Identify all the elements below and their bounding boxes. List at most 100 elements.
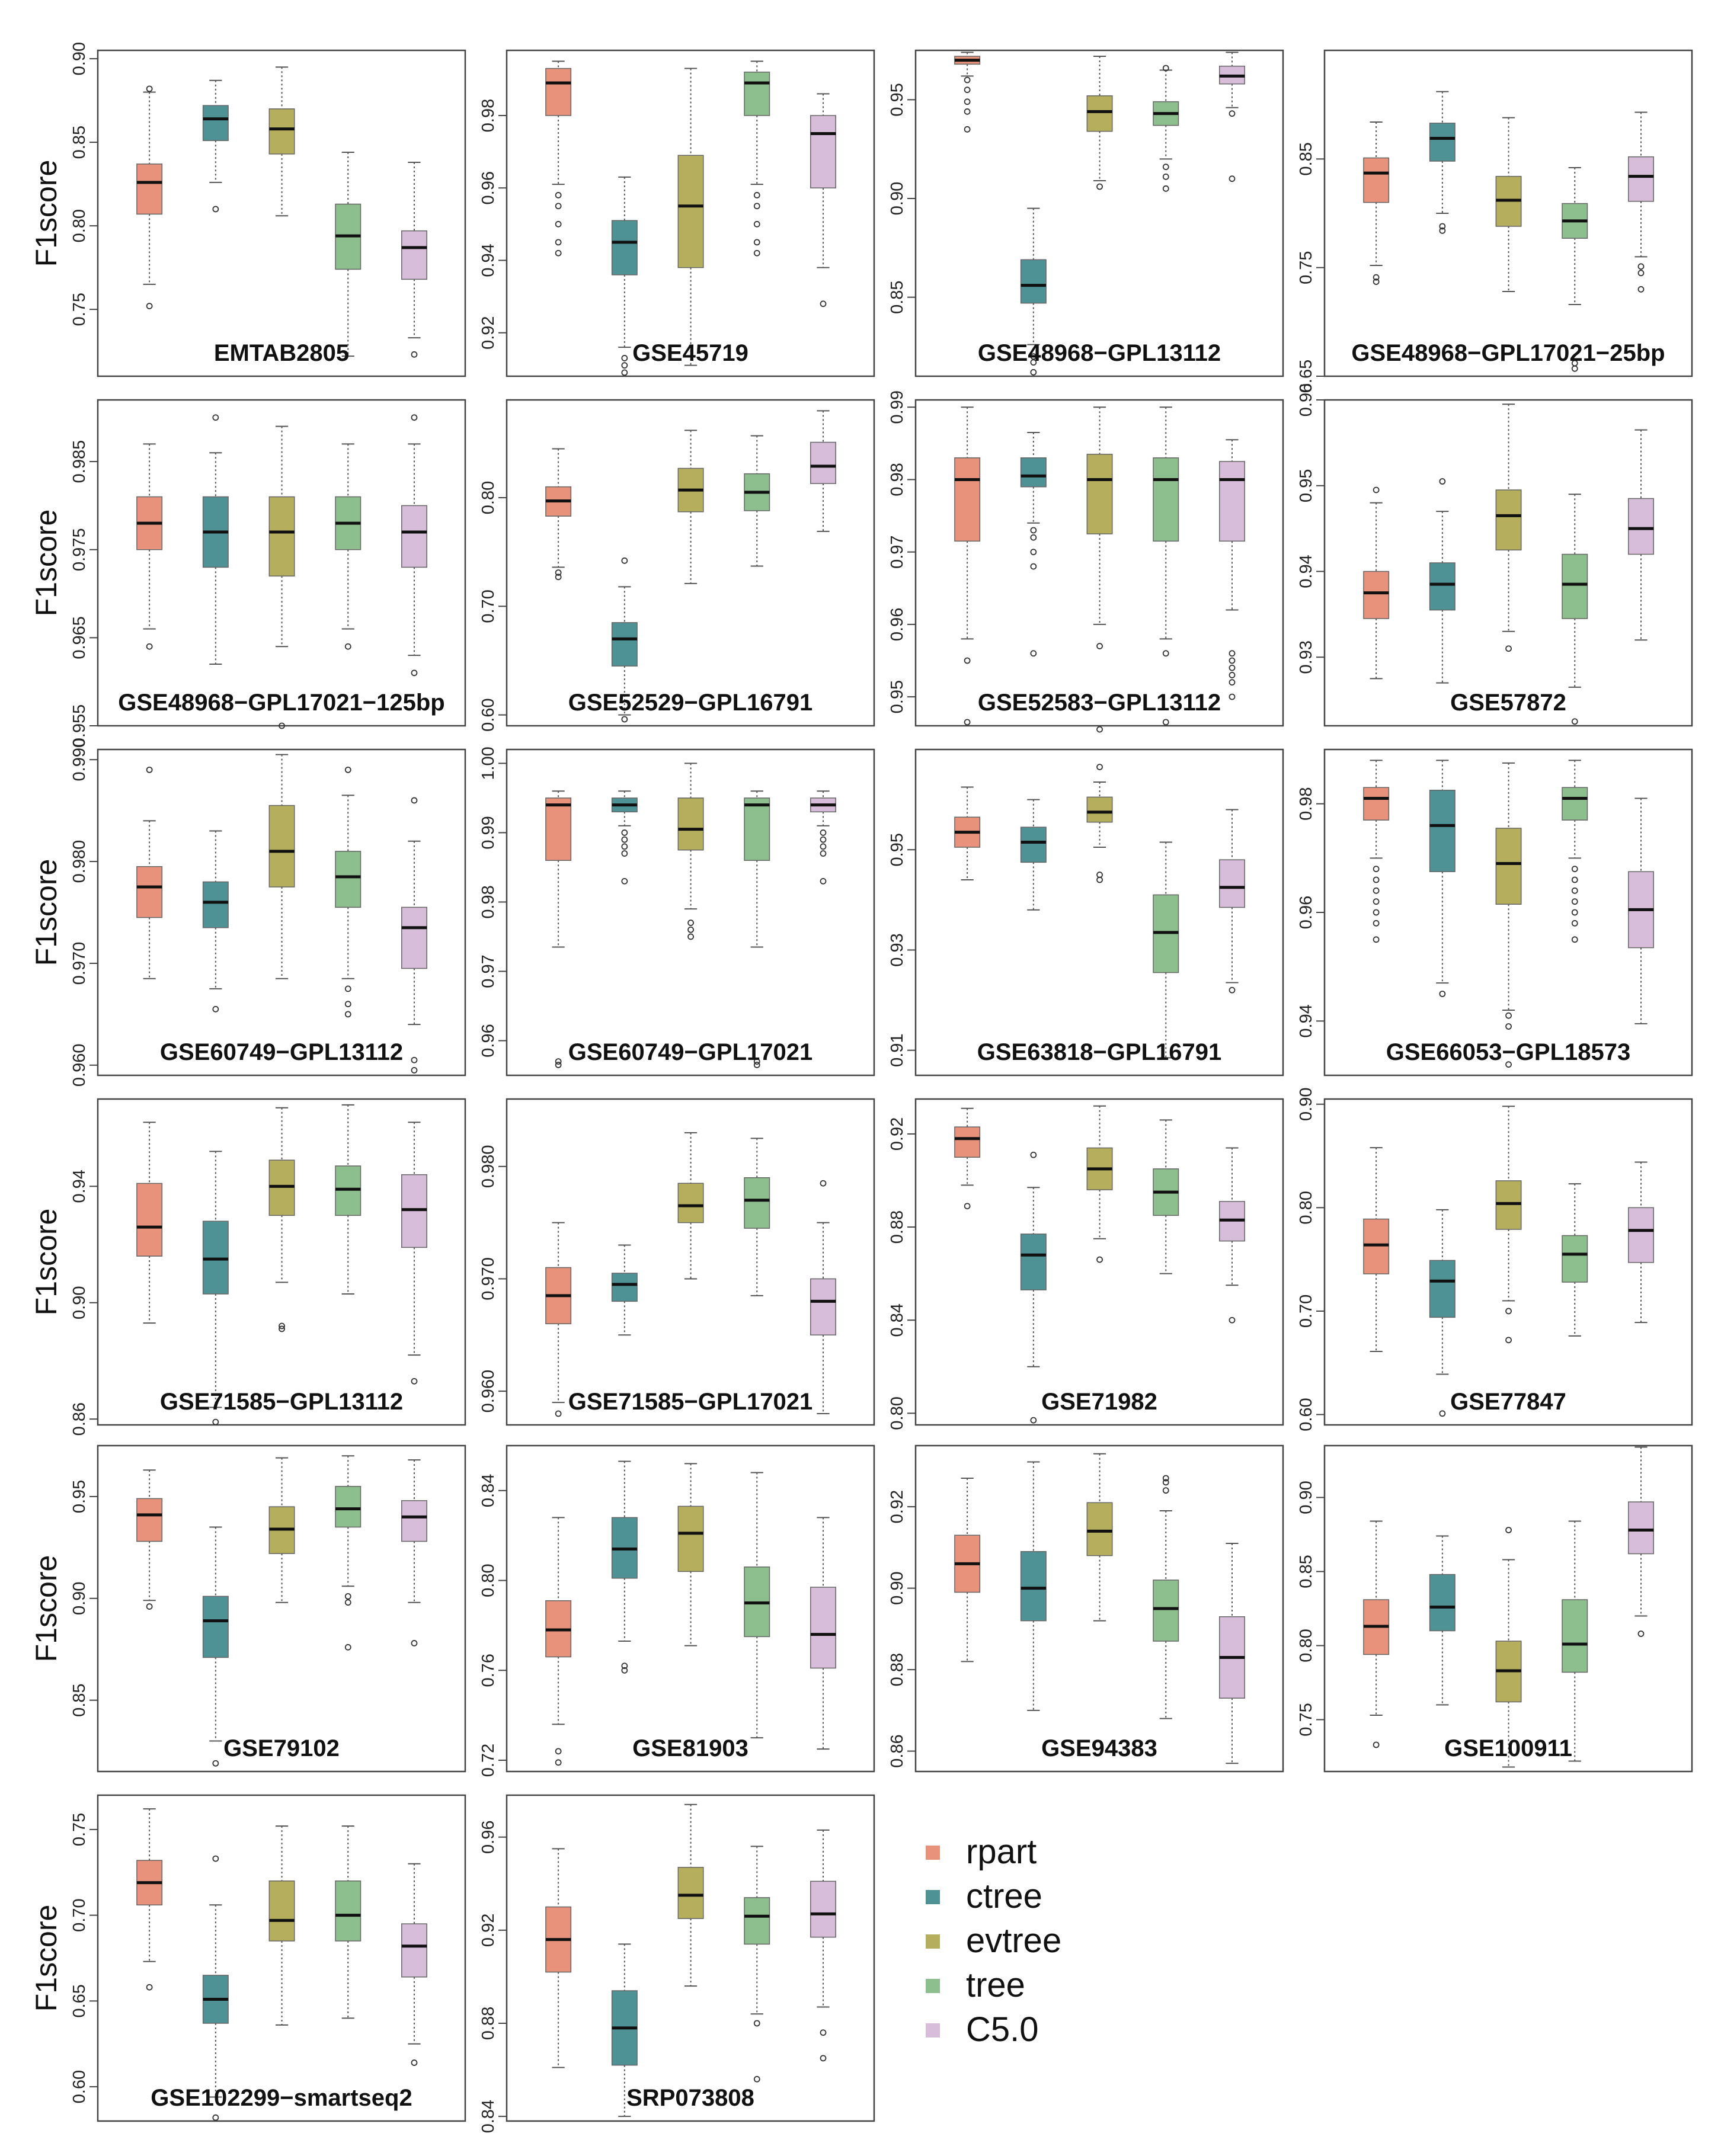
box-tree xyxy=(744,1138,770,1296)
iqr-box xyxy=(401,230,427,280)
outlier-point xyxy=(964,76,971,84)
legend-swatch xyxy=(926,1979,940,1993)
y-tick-label: 0.980 xyxy=(479,1145,498,1188)
box-tree xyxy=(1562,494,1588,725)
iqr-box xyxy=(1429,790,1456,872)
y-tick-label: 0.80 xyxy=(479,481,498,514)
y-tick-label: 0.960 xyxy=(70,1044,89,1087)
outlier-point xyxy=(1637,1630,1645,1637)
outlier-point xyxy=(621,1662,628,1670)
outlier-point xyxy=(1373,1741,1380,1748)
outlier-point xyxy=(1162,719,1169,726)
outlier-point xyxy=(964,719,971,726)
y-tick-label: 0.94 xyxy=(70,1170,89,1203)
box-evtree xyxy=(677,1803,704,1987)
outlier-point xyxy=(1505,1012,1512,1019)
panel-title: GSE57872 xyxy=(1450,690,1566,716)
outlier-point xyxy=(964,657,971,664)
iqr-box xyxy=(810,1278,836,1336)
outlier-point xyxy=(687,933,694,940)
box-rpart xyxy=(954,406,981,726)
outlier-point xyxy=(1373,876,1380,883)
y-tick-label: 0.60 xyxy=(1297,1398,1316,1431)
box-rpart xyxy=(1363,121,1390,285)
outlier-point xyxy=(1373,278,1380,285)
box-ctree xyxy=(611,176,638,376)
iqr-box xyxy=(1020,826,1047,863)
y-tick-label: 0.90 xyxy=(70,42,89,75)
iqr-box xyxy=(1562,787,1588,821)
outlier-point xyxy=(1162,1479,1169,1486)
outlier-point xyxy=(212,1005,219,1013)
outlier-point xyxy=(753,1062,760,1068)
box-evtree xyxy=(1495,1106,1522,1344)
panel: 0.75 0.80 0.85 0.90 GSE100911 xyxy=(1297,1444,1693,1773)
panel: 0.95 0.96 0.97 0.98 0.99 GSE52583−GPL13112 xyxy=(888,390,1284,733)
box-ctree xyxy=(1429,1535,1456,1706)
outlier-point xyxy=(555,239,562,246)
outlier-point xyxy=(411,2059,418,2066)
outlier-point xyxy=(555,1062,562,1068)
y-tick-label: 0.88 xyxy=(888,1653,907,1686)
outlier-point xyxy=(411,351,418,358)
y-tick-label: 0.84 xyxy=(479,1474,498,1507)
outlier-point xyxy=(1229,650,1236,657)
iqr-box xyxy=(268,1880,295,1942)
y-axis-title: F1score xyxy=(30,1209,63,1316)
box-ctree xyxy=(202,1526,229,1767)
box-c50 xyxy=(1219,1543,1245,1764)
box-ctree xyxy=(1020,207,1047,376)
y-axis-title: F1score xyxy=(30,160,63,267)
y-tick-label: 0.80 xyxy=(70,209,89,242)
outlier-point xyxy=(753,239,760,246)
box-evtree xyxy=(268,754,295,979)
box-rpart xyxy=(136,1808,163,1991)
box-c50 xyxy=(810,790,836,885)
panel: 0.60 0.70 0.80 GSE52529−GPL16791 xyxy=(479,399,875,732)
iqr-box xyxy=(810,115,836,188)
outlier-point xyxy=(1030,1151,1037,1158)
panel-title: GSE60749−GPL17021 xyxy=(568,1039,813,1065)
box-c50 xyxy=(810,410,836,532)
box-tree xyxy=(744,60,770,257)
outlier-point xyxy=(1571,936,1578,943)
outlier-point xyxy=(146,1603,153,1610)
box-rpart xyxy=(545,448,572,581)
iqr-box xyxy=(744,1897,770,1945)
panel: 0.960 0.970 0.980 GSE71585−GPL17021 xyxy=(479,1098,875,1426)
box-rpart xyxy=(1363,1520,1390,1748)
box-tree xyxy=(1562,1520,1588,1762)
y-tick-label: 0.75 xyxy=(70,1813,89,1846)
box-evtree xyxy=(677,1132,704,1280)
outlier-point xyxy=(411,669,418,677)
iqr-box xyxy=(744,1177,770,1229)
y-tick-label: 0.80 xyxy=(479,1564,498,1597)
outlier-point xyxy=(344,1644,351,1651)
panel-title: GSE79102 xyxy=(223,1735,340,1761)
iqr-box xyxy=(1219,461,1245,542)
box-rpart xyxy=(545,790,572,1068)
y-tick-label: 0.92 xyxy=(479,1914,498,1947)
outlier-point xyxy=(1229,664,1236,671)
iqr-box xyxy=(677,797,704,851)
y-tick-label: 0.60 xyxy=(479,698,498,731)
outlier-point xyxy=(1439,223,1446,230)
iqr-box xyxy=(202,105,229,142)
panel-title: EMTAB2805 xyxy=(214,340,349,366)
y-tick-label: 0.970 xyxy=(479,1257,498,1300)
iqr-box xyxy=(1562,1599,1588,1673)
y-tick-label: 0.94 xyxy=(479,244,498,277)
box-evtree xyxy=(1086,406,1113,733)
panel-title: GSE94383 xyxy=(1041,1735,1157,1761)
outlier-point xyxy=(1096,1256,1103,1263)
outlier-point xyxy=(1439,1410,1446,1417)
box-evtree xyxy=(268,425,295,729)
panel: 0.65 0.75 0.85 GSE48968−GPL17021−25bp xyxy=(1297,49,1693,393)
panel: 0.86 0.90 0.94 GSE71585−GPL13112 xyxy=(70,1098,466,1436)
box-c50 xyxy=(1628,429,1654,641)
panel-title: GSE71585−GPL17021 xyxy=(568,1389,813,1415)
y-tick-label: 0.95 xyxy=(888,83,907,116)
outlier-point xyxy=(621,850,628,857)
box-evtree xyxy=(677,430,704,584)
y-tick-label: 0.85 xyxy=(1297,1555,1316,1588)
